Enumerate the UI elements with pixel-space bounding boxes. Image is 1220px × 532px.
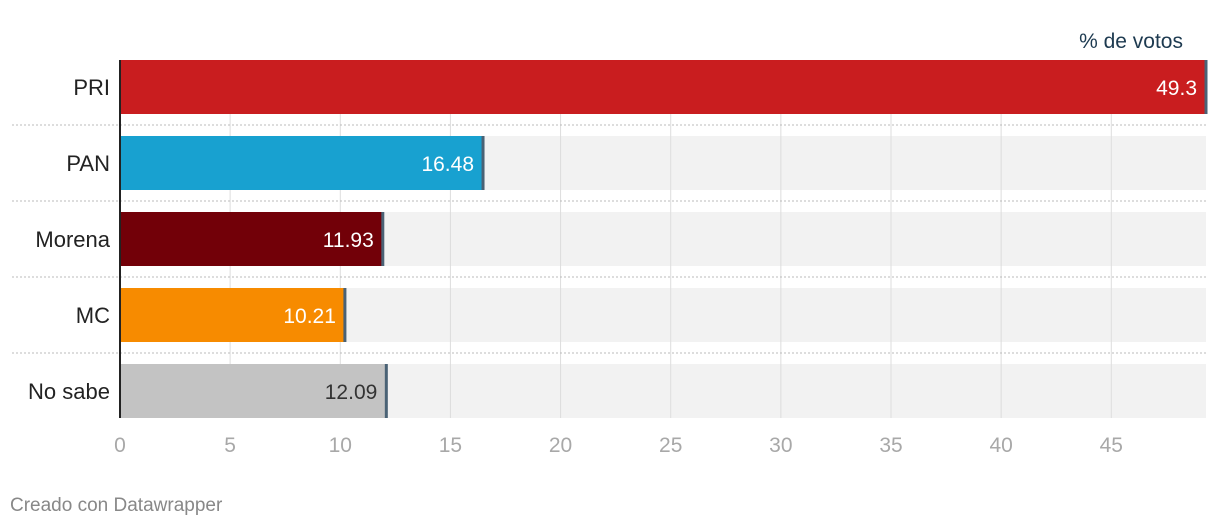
value-label: 12.09 <box>325 381 378 404</box>
bar-end-marker <box>384 364 388 418</box>
x-axis-ticks: 0 5 10 15 20 25 30 35 40 45 <box>114 434 1123 457</box>
tick-label: 40 <box>989 434 1012 457</box>
value-label: 49.3 <box>1156 77 1197 100</box>
category-label: No sabe <box>28 379 110 404</box>
bar <box>120 364 387 418</box>
category-label: PAN <box>66 151 110 176</box>
value-label: 16.48 <box>421 153 474 176</box>
category-label: Morena <box>35 227 110 252</box>
bar-end-marker <box>481 136 485 190</box>
bar <box>120 60 1206 114</box>
value-label: 11.93 <box>323 229 374 252</box>
tick-label: 20 <box>549 434 572 457</box>
tick-label: 30 <box>769 434 792 457</box>
row-separators <box>12 124 1206 354</box>
category-labels: PRI PAN Morena MC No sabe <box>28 75 111 404</box>
bar-chart: PRI PAN Morena MC No sabe 49.3 16.48 11.93 10.2… <box>12 30 1208 457</box>
bar-end-marker <box>1204 60 1208 114</box>
tick-label: 5 <box>224 434 236 457</box>
category-label: PRI <box>73 75 110 100</box>
credit-text: Creado con Datawrapper <box>10 495 223 516</box>
bar <box>120 288 345 342</box>
bar-end-marker <box>381 212 385 266</box>
tick-label: 45 <box>1100 434 1123 457</box>
tick-label: 25 <box>659 434 682 457</box>
value-labels: 49.3 16.48 11.93 10.21 12.09 <box>283 77 1197 404</box>
tick-label: 35 <box>879 434 902 457</box>
tick-label: 15 <box>439 434 462 457</box>
category-label: MC <box>76 303 110 328</box>
bar <box>120 212 383 266</box>
bars <box>120 60 1208 418</box>
tick-label: 0 <box>114 434 126 457</box>
bar-end-marker <box>343 288 347 342</box>
unit-label: % de votos <box>1079 30 1183 53</box>
value-label: 10.21 <box>283 305 336 328</box>
tick-label: 10 <box>329 434 352 457</box>
bar <box>120 136 484 190</box>
